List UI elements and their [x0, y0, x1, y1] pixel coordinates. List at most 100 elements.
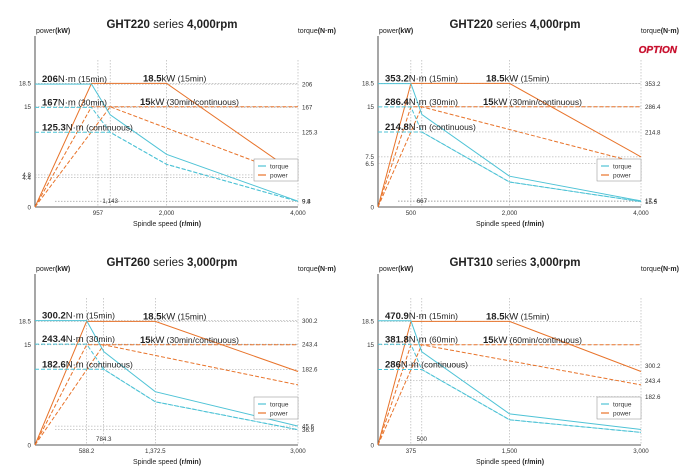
- annotation-note: (15min): [175, 311, 206, 321]
- xlabel-unit: (r/min): [522, 221, 544, 228]
- torque-tick-label: 300.2: [645, 363, 661, 370]
- annotation-value: 167: [42, 97, 58, 108]
- xlabel-text: Spindle speed: [133, 459, 179, 466]
- torque-series-line: [378, 320, 642, 430]
- torque-tick-label: 167: [302, 105, 313, 112]
- power-tick-label: 0: [371, 442, 375, 449]
- annotation-unit: kW: [505, 311, 519, 322]
- annotation-note: (15min): [76, 74, 107, 84]
- x-tick-label: 2,000: [502, 210, 518, 217]
- ylabel-left-unit: (kW): [398, 266, 413, 273]
- annotation-value: 15: [140, 97, 151, 108]
- xlabel: Spindle speed (r/min): [476, 221, 544, 228]
- ylabel-right-text: torque: [641, 266, 661, 273]
- torque-tick-label: 125.3: [302, 130, 318, 137]
- legend-torque-label: torque: [270, 163, 289, 170]
- x-tick-label: 3,000: [290, 448, 306, 455]
- xlabel-unit: (r/min): [179, 459, 201, 466]
- annotation-value: 286.4: [385, 97, 409, 108]
- ylabel-right-text: torque: [298, 28, 318, 35]
- xlabel-text: Spindle speed: [133, 221, 179, 228]
- ylabel-right-unit: (N·m): [661, 266, 679, 273]
- power-series-line-dashed: [34, 344, 299, 446]
- ylabel-right: torque(N·m): [641, 28, 679, 35]
- x-tick-label: 784.3: [96, 436, 112, 443]
- ylabel-right-text: torque: [298, 266, 318, 273]
- annotation-unit: N·m: [409, 334, 427, 345]
- annotation-unit: N·m: [58, 74, 76, 85]
- power-tick-label: 15: [24, 342, 31, 349]
- power-tick-label: 18.5: [19, 81, 32, 88]
- ylabel-left-text: power: [36, 266, 56, 273]
- legend-torque-label: torque: [270, 401, 289, 408]
- xlabel-text: Spindle speed: [476, 459, 522, 466]
- torque-series-line: [35, 320, 299, 427]
- power-tick-label: 7.5: [365, 154, 374, 161]
- chart-panel-ght220-4000-option: GHT220 series 4,000rpm power(kW) torque(N·…: [343, 0, 685, 238]
- annotation-note: (60min/continuous): [507, 335, 582, 345]
- x-tick-label: 3,000: [633, 448, 649, 455]
- torque-tick-label: 286.4: [645, 104, 661, 111]
- ylabel-right-unit: (N·m): [318, 266, 336, 273]
- annotation-note: (15min): [518, 311, 549, 321]
- power-series-line: [34, 320, 299, 446]
- annotation: 214.8N·m (continuous): [385, 122, 476, 133]
- power-tick-label: 18.5: [362, 319, 375, 326]
- annotation: 381.8N·m (60min): [385, 334, 458, 345]
- chart-title-rpm: 4,000rpm: [187, 19, 238, 31]
- annotation-value: 15: [140, 335, 151, 346]
- legend: torque power: [253, 158, 299, 182]
- torque-tick-label: 17.4: [645, 198, 658, 205]
- x-tick-label: 1,372.5: [145, 448, 166, 455]
- annotation-unit: kW: [494, 335, 508, 346]
- legend: torque power: [596, 396, 642, 420]
- power-tick-label: 15: [367, 104, 374, 111]
- ylabel-right-text: torque: [641, 28, 661, 35]
- power-tick-label: 6.5: [365, 161, 374, 168]
- power-tick-label: 0: [371, 204, 375, 211]
- chart-title-rpm: 3,000rpm: [187, 257, 238, 269]
- power-series-line-dashed: [34, 344, 298, 446]
- annotation: 15kW (30min/continuous): [140, 335, 239, 346]
- annotation: 182.6N·m (continuous): [42, 359, 133, 370]
- annotation-unit: kW: [162, 311, 176, 322]
- annotation-value: 300.2: [42, 311, 66, 322]
- annotation: 15kW (30min/continuous): [140, 97, 239, 108]
- ylabel-right: torque(N·m): [298, 28, 336, 35]
- ylabel-left-unit: (kW): [398, 28, 413, 35]
- annotation-value: 286: [385, 360, 401, 371]
- xlabel: Spindle speed (r/min): [476, 459, 544, 466]
- xlabel: Spindle speed (r/min): [133, 459, 201, 466]
- torque-tick-label: 353.2: [645, 81, 661, 88]
- annotation-note: (60min): [427, 334, 458, 344]
- legend-torque-label: torque: [613, 163, 632, 170]
- torque-tick-label: 182.6: [302, 367, 318, 374]
- annotation-value: 381.8: [385, 334, 409, 345]
- annotation-note: (30min): [84, 334, 115, 344]
- annotation-unit: N·m: [401, 360, 419, 371]
- annotation-unit: kW: [505, 73, 519, 84]
- power-tick-label: 0: [28, 442, 32, 449]
- torque-series-line-dashed: [35, 368, 299, 431]
- annotation-unit: kW: [494, 97, 508, 108]
- ylabel-left: power(kW): [36, 28, 70, 35]
- annotation: 18.5kW (15min): [486, 311, 550, 322]
- annotation-value: 182.6: [42, 359, 66, 370]
- x-tick-label: 4,000: [633, 210, 649, 217]
- annotation-note: (continuous): [84, 359, 133, 369]
- power-tick-label: 18.5: [362, 81, 375, 88]
- ylabel-left: power(kW): [36, 266, 70, 273]
- chart-title-series: series: [150, 19, 187, 31]
- chart-title-series: series: [493, 257, 530, 269]
- annotation-value: 206: [42, 74, 58, 85]
- chart-title: GHT220 series 4,000rpm: [449, 19, 580, 31]
- ylabel-left-unit: (kW): [55, 266, 70, 273]
- annotation-note: (30min): [427, 97, 458, 107]
- annotation: 286.4N·m (30min): [385, 97, 458, 108]
- x-tick-label: 1,500: [502, 448, 518, 455]
- legend-power-label: power: [270, 172, 289, 179]
- power-series-line: [377, 320, 642, 446]
